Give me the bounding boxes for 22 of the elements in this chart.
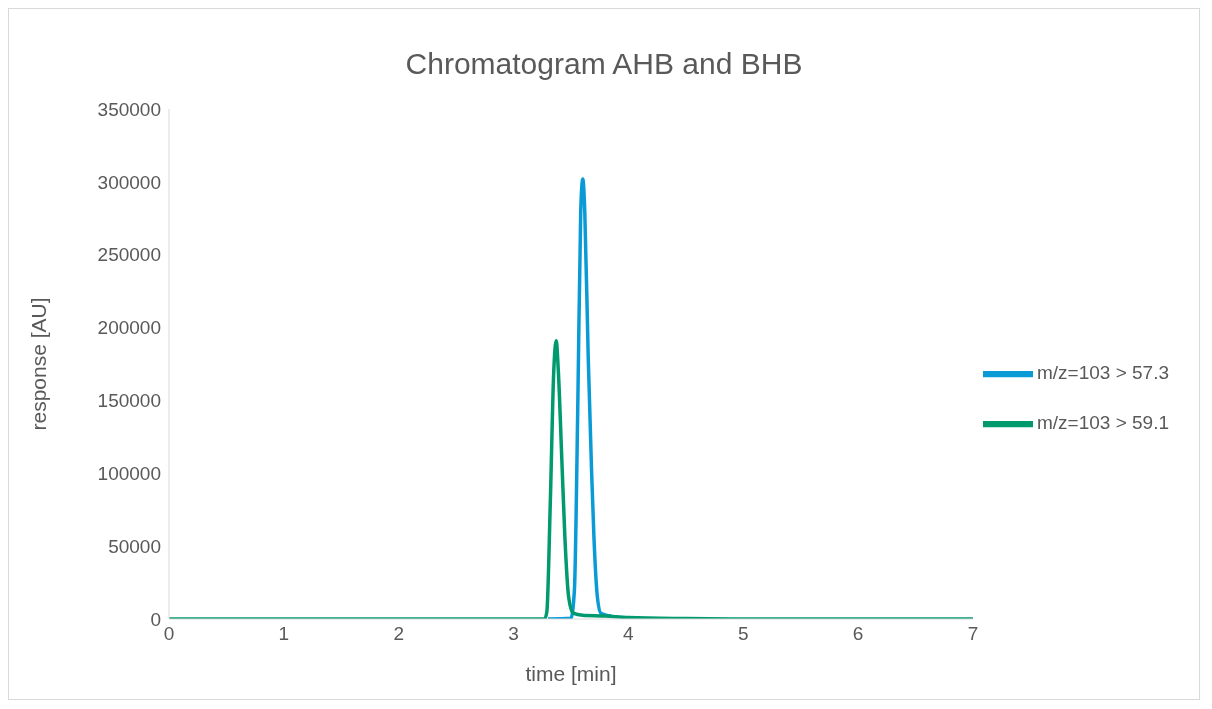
line-series: [546, 177, 613, 619]
y-tick-label: 350000: [97, 98, 161, 120]
y-tick-label: 50000: [108, 535, 161, 557]
y-tick-label: 250000: [97, 244, 161, 266]
x-tick-label: 7: [967, 623, 979, 645]
x-axis-title: time [min]: [525, 662, 617, 685]
y-tick-label: 0: [150, 608, 161, 630]
y-tick-label: 300000: [97, 171, 161, 193]
y-axis-title: response [AU]: [27, 297, 51, 431]
y-tick-label: 200000: [97, 317, 161, 339]
legend-label: m/z=103 > 57.3: [1036, 362, 1169, 384]
x-tick-label: 0: [163, 623, 175, 645]
chart-title: Chromatogram AHB and BHB: [404, 46, 804, 82]
x-tick-label: 4: [623, 623, 635, 645]
x-tick-label: 1: [278, 623, 290, 645]
legend-label: m/z=103 > 59.1: [1036, 412, 1169, 434]
x-tick-label: 2: [393, 623, 404, 645]
y-tick-label: 150000: [97, 390, 161, 412]
y-tick-label: 100000: [97, 463, 161, 485]
x-tick-label: 3: [508, 623, 519, 645]
x-tick-label: 6: [852, 623, 864, 645]
x-tick-label: 5: [737, 623, 749, 645]
